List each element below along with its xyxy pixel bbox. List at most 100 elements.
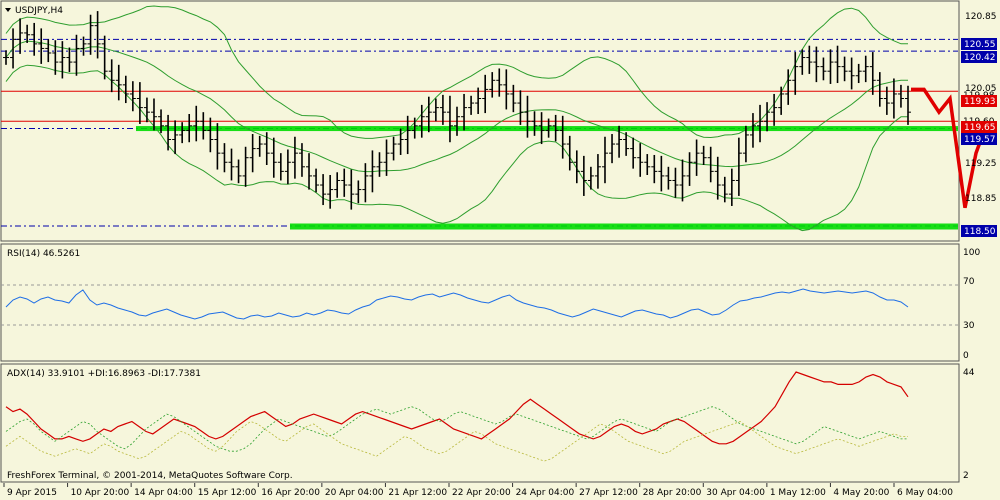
ohlc-bar bbox=[573, 150, 580, 184]
ohlc-bar bbox=[545, 118, 552, 138]
price-badge-120-42 bbox=[961, 51, 997, 63]
ohlc-bar bbox=[693, 139, 700, 176]
ohlc-bar bbox=[320, 174, 327, 206]
adx-layer bbox=[5, 371, 909, 462]
rsi-title: RSI(14) 46.5261 bbox=[7, 249, 80, 259]
ohlc-bar bbox=[404, 115, 411, 155]
ohlc-bar bbox=[757, 104, 764, 143]
ohlc-bar bbox=[686, 152, 693, 186]
ohlc-bar bbox=[165, 114, 172, 151]
ohlc-bar bbox=[883, 86, 890, 115]
ohlc-bar bbox=[778, 86, 785, 115]
price-tick-4: 118.85 bbox=[965, 194, 997, 204]
ohlc-bar bbox=[637, 143, 644, 177]
ohlc-bar bbox=[355, 180, 362, 204]
rsi-tick-70: 70 bbox=[963, 277, 975, 287]
time-label: 28 Apr 20:00 bbox=[643, 488, 702, 498]
price-badge-119-57-text: 119.57 bbox=[964, 135, 996, 145]
ohlc-bar bbox=[390, 136, 397, 161]
time-label: 20 Apr 04:00 bbox=[325, 488, 384, 498]
price-tick-3: 119.25 bbox=[965, 159, 997, 169]
ohlc-bar bbox=[397, 128, 404, 155]
ohlc-bar bbox=[327, 175, 334, 209]
ohlc-bar bbox=[496, 68, 503, 97]
ohlc-bar bbox=[482, 74, 489, 114]
ohlc-bar bbox=[475, 87, 482, 114]
ohlc-bar bbox=[348, 169, 355, 210]
ohlc-bar bbox=[644, 154, 651, 176]
ohlc-bar bbox=[10, 28, 17, 69]
ohlc-bar bbox=[122, 75, 129, 104]
ohlc-bar bbox=[905, 85, 911, 125]
ohlc-bar bbox=[418, 104, 425, 138]
ohlc-bar bbox=[538, 112, 545, 145]
ohlc-bar bbox=[799, 49, 806, 75]
price-tick-1: 120.85 bbox=[965, 12, 997, 22]
price-badge-118-50 bbox=[961, 225, 997, 237]
ohlc-bar bbox=[108, 59, 115, 93]
ohlc-bar bbox=[876, 72, 883, 107]
ohlc-bar bbox=[291, 136, 298, 179]
ohlc-bar bbox=[115, 64, 122, 101]
chevron-down-icon[interactable] bbox=[5, 8, 11, 12]
ohlc-bar bbox=[228, 148, 235, 181]
ohlc-bar bbox=[59, 41, 66, 79]
ohlc-bar bbox=[813, 46, 820, 83]
ohlc-bar bbox=[764, 102, 771, 132]
ohlc-bar bbox=[855, 63, 862, 84]
adx-pane-border bbox=[0, 363, 960, 483]
ohlc-bar bbox=[566, 135, 573, 171]
time-label: 10 Apr 20:00 bbox=[71, 488, 130, 498]
ohlc-bar bbox=[179, 122, 186, 144]
adx-tick-44: 44 bbox=[963, 368, 975, 378]
ohlc-bar bbox=[468, 95, 475, 115]
time-label: 1 May 12:00 bbox=[770, 488, 826, 498]
ohlc-bar bbox=[616, 125, 623, 158]
time-label: 21 Apr 12:00 bbox=[388, 488, 447, 498]
ohlc-bar bbox=[869, 52, 876, 95]
ohlc-bar bbox=[66, 47, 73, 73]
ohlc-bar bbox=[129, 81, 136, 112]
ohlc-bar bbox=[749, 113, 756, 148]
ohlc-bar bbox=[277, 153, 284, 181]
ohlc-bar bbox=[651, 154, 658, 184]
rsi-tick-0: 0 bbox=[963, 351, 969, 361]
ohlc-bar bbox=[150, 98, 157, 131]
chart-title: USDJPY,H4 bbox=[15, 6, 63, 16]
price-badge-119-57 bbox=[961, 133, 997, 145]
time-label: 22 Apr 20:00 bbox=[452, 488, 511, 498]
adx-line bbox=[5, 371, 909, 445]
ohlc-bar bbox=[193, 105, 200, 142]
ohlc-bar bbox=[679, 159, 686, 202]
ohlc-bar bbox=[362, 163, 369, 203]
ohlc-bar bbox=[263, 132, 270, 165]
ohlc-bar bbox=[446, 95, 453, 143]
ohlc-bar bbox=[17, 18, 24, 54]
ohlc-bar bbox=[552, 114, 559, 142]
rsi-tick-30: 30 bbox=[963, 321, 975, 331]
ohlc-bar bbox=[510, 84, 517, 113]
ohlc-bar bbox=[848, 57, 855, 90]
forecast-path bbox=[911, 87, 988, 209]
rsi-layer bbox=[1, 284, 958, 326]
ohlc-bar bbox=[580, 155, 587, 196]
ohlc-bar bbox=[820, 57, 827, 81]
ohlc-bar bbox=[158, 109, 165, 134]
ohlc-bar bbox=[249, 134, 256, 173]
ohlc-bar bbox=[890, 78, 897, 119]
ohlc-bar bbox=[524, 95, 531, 138]
ohlc-bar bbox=[827, 49, 834, 84]
ohlc-bar bbox=[517, 90, 524, 125]
ohlc-bar bbox=[313, 168, 320, 193]
ohlc-bar bbox=[862, 55, 869, 83]
ohlc-bar bbox=[594, 154, 601, 189]
main-price-layer bbox=[1, 5, 988, 232]
ohlc-bar bbox=[658, 155, 665, 192]
time-label: 6 May 04:00 bbox=[897, 488, 953, 498]
time-label: 16 Apr 20:00 bbox=[261, 488, 320, 498]
price-badge-119-65 bbox=[961, 121, 997, 133]
ohlc-bar bbox=[87, 14, 94, 55]
ohlc-bar bbox=[841, 56, 848, 82]
time-label: 27 Apr 12:00 bbox=[579, 488, 638, 498]
